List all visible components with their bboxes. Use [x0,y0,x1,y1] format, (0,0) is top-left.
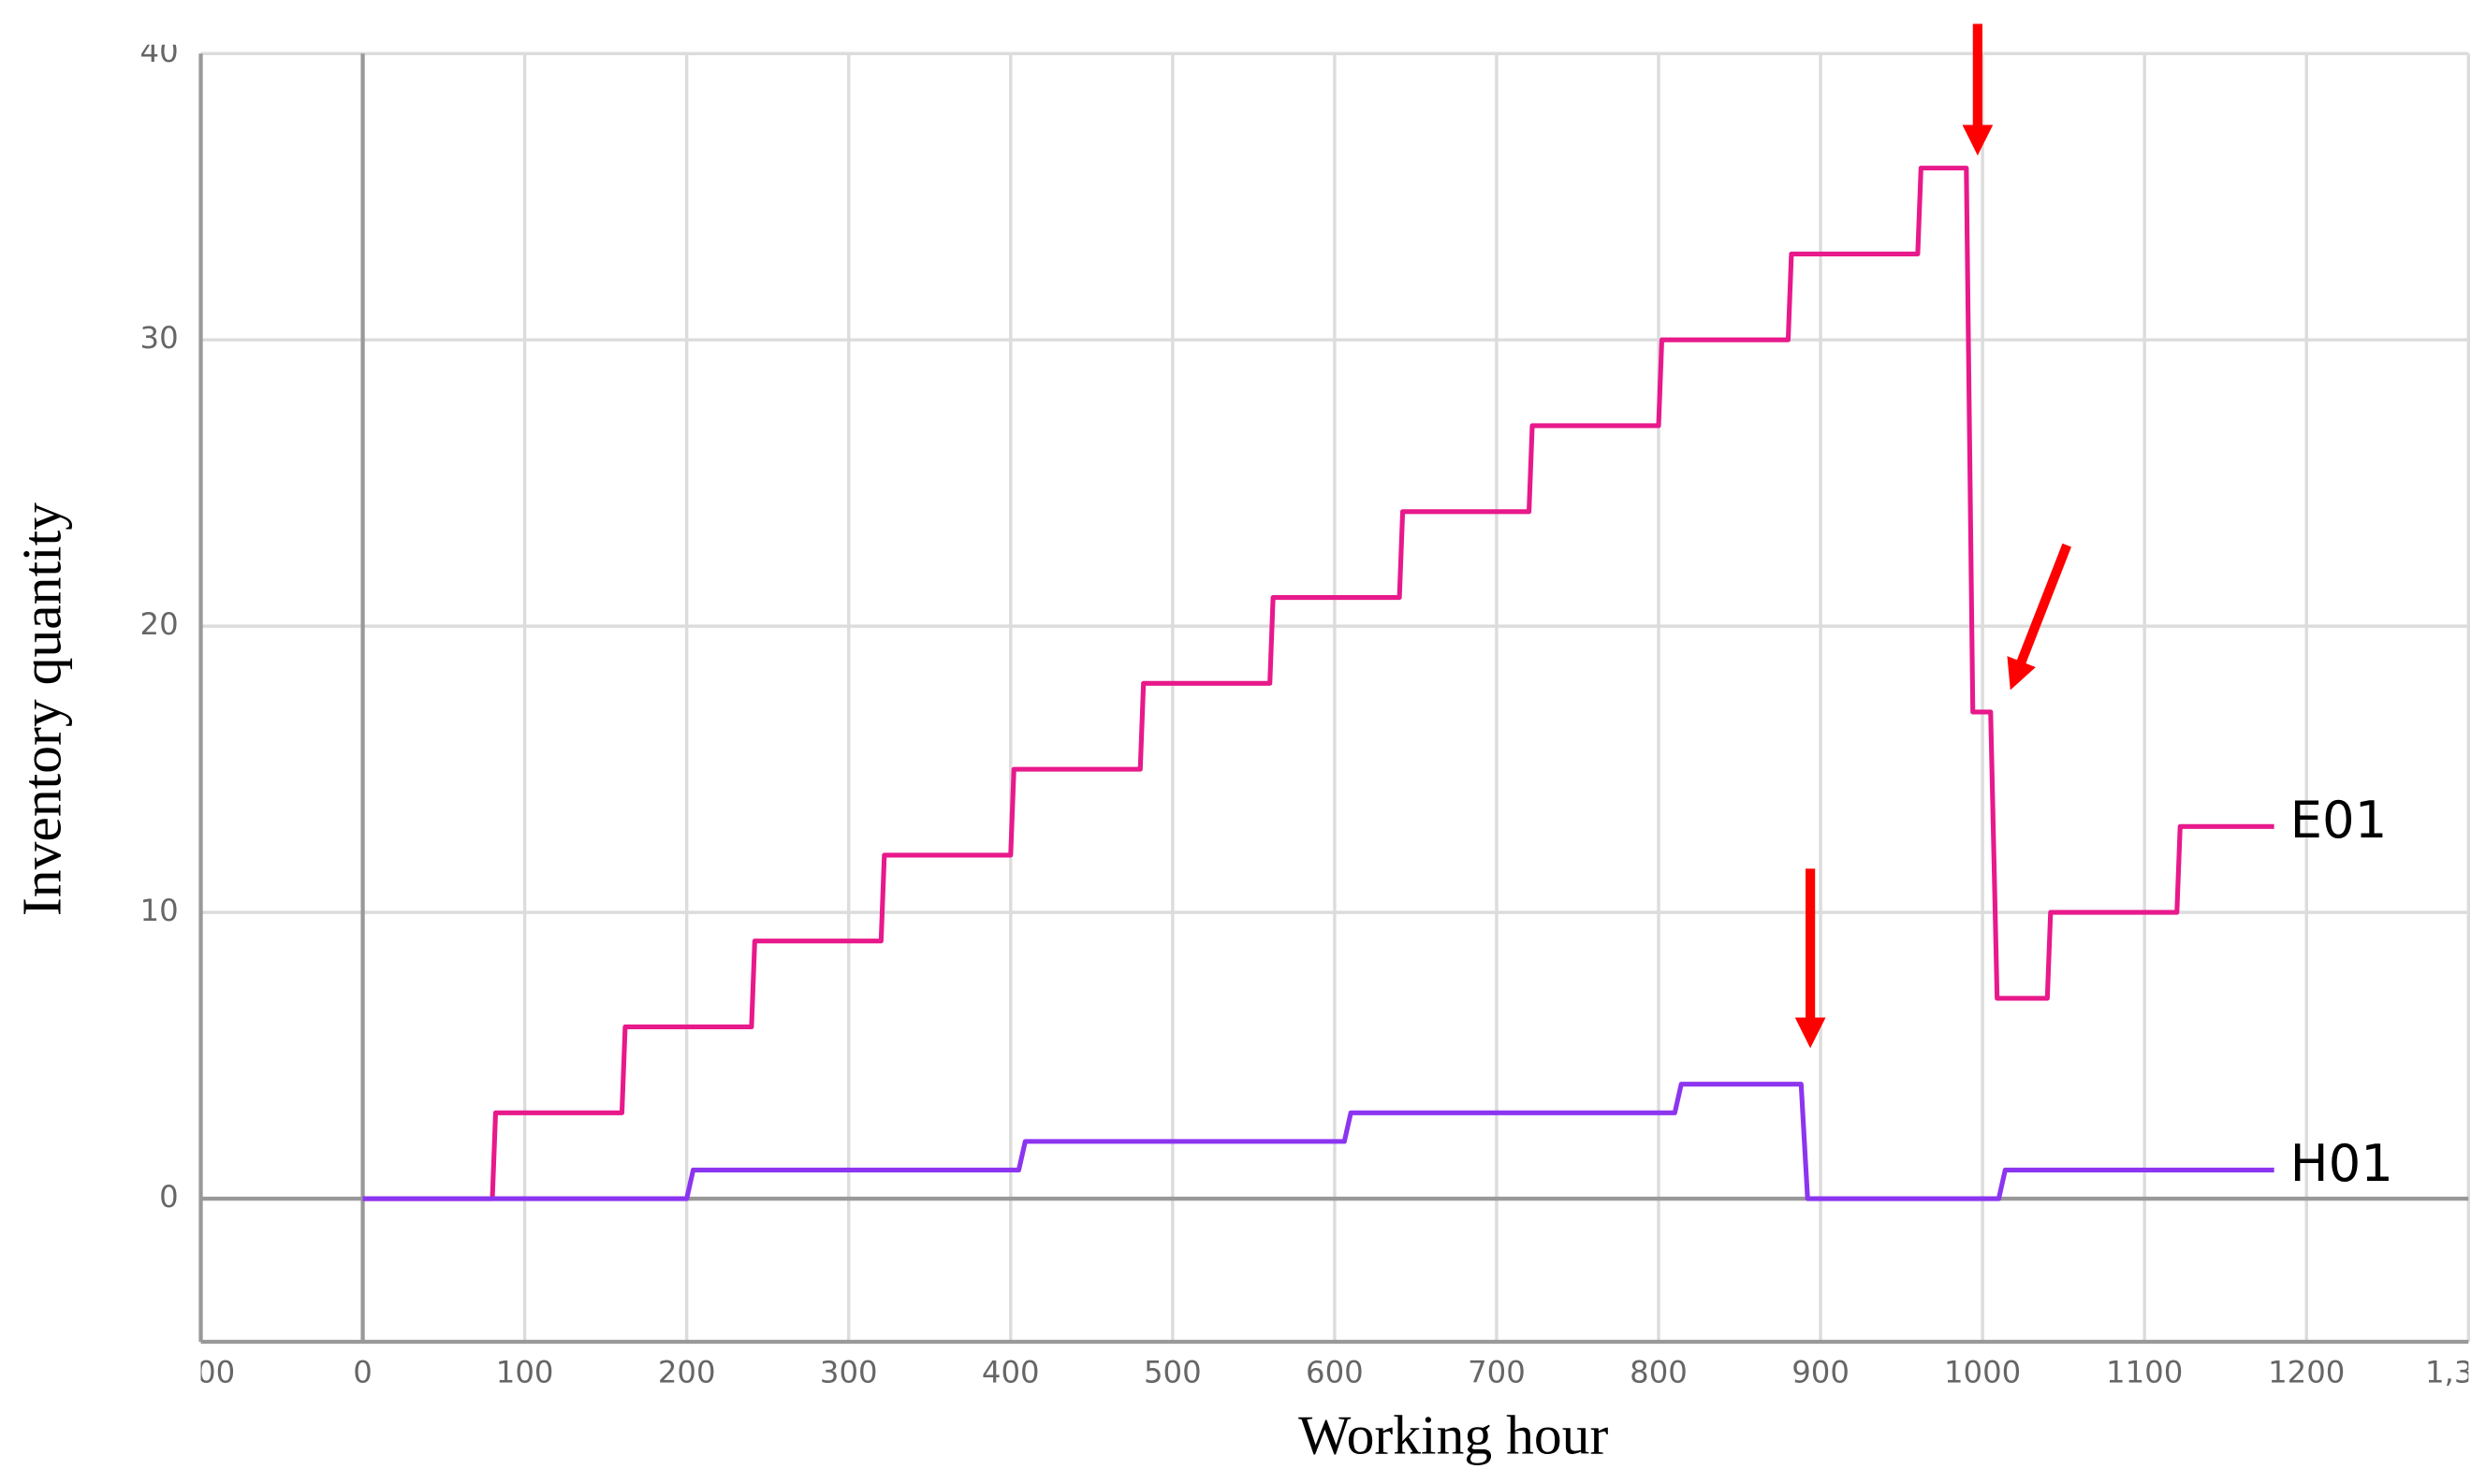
x-tick-label: -100 [167,1354,235,1389]
x-tick-label: 500 [1144,1354,1202,1389]
series-line [362,166,2274,1201]
x-tick-label: 1,300 [2425,1354,2486,1389]
x-tick-label: 1100 [2106,1354,2183,1389]
y-tick-label: 10 [140,893,179,928]
y-tick-label: 0 [159,1179,179,1215]
x-tick-label: 1200 [2268,1354,2345,1389]
x-tick-label: 800 [1630,1354,1688,1389]
series-label: H01 [2290,1133,2393,1193]
grid [198,51,2470,1343]
x-axis-title: Working hour [1298,1404,1608,1466]
x-tick-label: 900 [1791,1354,1850,1389]
series-label: E01 [2290,790,2388,850]
x-tick-label: 200 [658,1354,716,1389]
x-tick-label: 300 [820,1354,878,1389]
x-tick-label: 600 [1306,1354,1364,1389]
y-tick-label: 30 [140,320,179,356]
labels: -100 0 100 200 300 400 500 600 700 800 900 1000 1100… [140,34,2486,1390]
y-tick-label: 40 [140,34,179,69]
annotations [1794,23,2071,1049]
lines [362,166,2274,1201]
series-line [362,1082,2274,1201]
y-axis-title: Inventory quantity [11,502,73,916]
x-tick-label: 400 [982,1354,1040,1389]
x-tick-label: 100 [496,1354,554,1389]
arrow [2007,543,2071,691]
y-tick-label: 20 [140,606,179,642]
x-tick-label: 1000 [1944,1354,2021,1389]
x-tick-label: 0 [353,1354,373,1389]
x-tick-label: 700 [1468,1354,1526,1389]
